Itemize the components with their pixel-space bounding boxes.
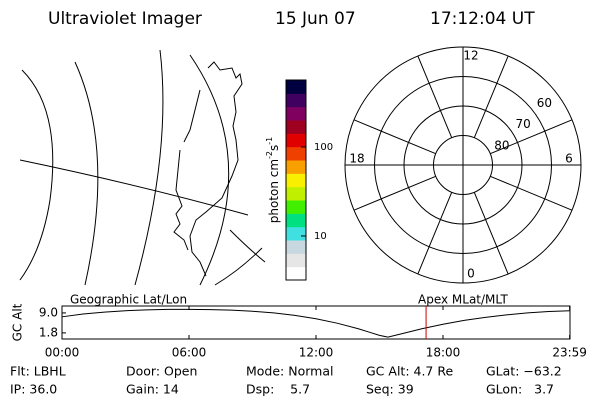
color-step [286, 160, 306, 174]
color-step [286, 133, 306, 148]
color-step [286, 173, 306, 188]
polar-diagonal [353, 175, 436, 211]
ring-label: 70 [515, 117, 530, 131]
color-step [286, 266, 306, 281]
mlt-label: 18 [349, 152, 364, 166]
color-step [286, 80, 306, 94]
color-step [286, 186, 306, 201]
mlt-label: 6 [565, 152, 573, 166]
annotation: Apex MLat/MLT [418, 293, 508, 307]
meridian [74, 61, 99, 286]
map [19, 49, 266, 286]
polar-diagonal [473, 55, 509, 138]
color-step [286, 106, 306, 121]
status-field: Mode: Normal [246, 364, 333, 379]
status-field: Gain: 14 [126, 382, 179, 397]
meridian [19, 69, 54, 281]
status-field: GLon: 3.7 [486, 382, 554, 397]
parallel [19, 159, 249, 216]
color-step [286, 200, 306, 214]
label-text: photon cm [267, 159, 281, 223]
annotation: Geographic Lat/Lon [70, 293, 187, 307]
mlt-label: 0 [467, 267, 475, 281]
x-tick-label: 12:00 [299, 346, 334, 360]
polar-diagonal [417, 55, 453, 138]
y-tick-label: 9.0 [39, 305, 58, 319]
color-step [286, 146, 306, 161]
meridian [189, 54, 230, 286]
color-step [286, 226, 306, 241]
label-text: s [267, 145, 281, 151]
status-field: Seq: 39 [366, 382, 414, 397]
date: 15 Jun 07 [275, 9, 356, 29]
x-tick-label: 18:00 [426, 346, 461, 360]
mlt-label: 12 [463, 49, 478, 63]
status-field: IP: 36.0 [10, 382, 57, 397]
color-step [286, 240, 306, 254]
altitude-line [61, 308, 571, 338]
ring-label: 60 [537, 96, 552, 110]
colorbar-tick-label: 10 [314, 231, 327, 242]
polar-diagonal [417, 192, 453, 275]
color-step [286, 253, 306, 268]
meridian [229, 229, 266, 263]
status-field: Door: Open [126, 364, 197, 379]
x-tick-label: 06:00 [172, 346, 207, 360]
ring-label: 80 [494, 138, 509, 152]
x-tick-label: 00:00 [45, 346, 80, 360]
y-tick-label: 1.8 [39, 325, 58, 339]
polar-diagonal [490, 119, 573, 155]
color-step [286, 93, 306, 108]
time: 17:12:04 UT [430, 9, 535, 29]
color-step [286, 213, 306, 228]
label-exponent: -1 [265, 137, 274, 145]
coastline [173, 61, 243, 277]
meridian [134, 49, 164, 286]
colorbar-tick-label: 100 [314, 142, 333, 153]
status-field: Flt: LBHL [10, 364, 66, 379]
colorbar-label: photon cm-2s-1 [265, 137, 281, 224]
polar-diagonal [353, 119, 436, 155]
status-field: GLat: −63.2 [486, 364, 562, 379]
color-step [286, 120, 306, 134]
y-axis-label: GC Alt [11, 303, 25, 341]
polar-diagonal [490, 175, 573, 211]
meridian [214, 247, 263, 286]
colorbar-frame [285, 79, 307, 281]
status-field: Dsp: 5.7 [246, 382, 310, 397]
status-field: GC Alt: 4.7 Re [366, 364, 453, 379]
x-tick-label: 23:59 [552, 346, 587, 360]
instrument-title: Ultraviolet Imager [48, 9, 202, 29]
label-exponent: -2 [265, 151, 274, 159]
polar-diagonal [473, 192, 509, 275]
